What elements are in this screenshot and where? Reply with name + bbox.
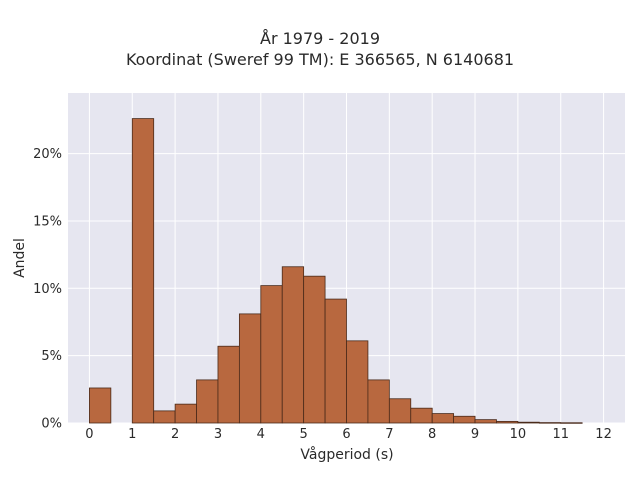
histogram-bar xyxy=(560,422,583,424)
histogram-bar xyxy=(238,313,262,424)
x-tick-label: 12 xyxy=(595,427,612,442)
histogram-bar xyxy=(538,422,562,424)
y-tick-label: 5% xyxy=(41,349,62,364)
x-tick-label: 5 xyxy=(300,427,308,442)
x-tick-label: 9 xyxy=(471,427,479,442)
histogram-bar xyxy=(517,421,540,424)
histogram-bar xyxy=(217,345,240,424)
histogram-bar xyxy=(367,379,390,424)
histogram-bar xyxy=(453,415,476,424)
chart-title-line-2: Koordinat (Sweref 99 TM): E 366565, N 61… xyxy=(125,50,515,69)
x-axis-ticks: 0 1 2 3 4 5 6 7 8 9 10 11 12 xyxy=(85,427,612,442)
x-tick-label: 4 xyxy=(257,427,265,442)
x-tick-label: 10 xyxy=(510,427,527,442)
histogram-bar xyxy=(281,266,305,424)
histogram-bar xyxy=(324,298,347,424)
histogram-bar xyxy=(474,419,497,424)
histogram-bar xyxy=(496,420,519,424)
x-tick-label: 8 xyxy=(428,427,436,442)
y-tick-label: 0% xyxy=(41,417,62,432)
y-axis-ticks: 0% 5% 10% 15% 20% xyxy=(33,147,62,431)
x-tick-label: 1 xyxy=(128,427,136,442)
histogram-bar xyxy=(89,387,112,424)
x-tick-label: 0 xyxy=(85,427,93,442)
histogram-bar xyxy=(410,407,433,424)
x-tick-label: 7 xyxy=(385,427,393,442)
x-tick-label: 3 xyxy=(214,427,222,442)
y-tick-label: 10% xyxy=(33,282,62,297)
histogram-bar xyxy=(131,118,155,424)
chart-title-line-1: År 1979 - 2019 xyxy=(260,29,380,48)
x-tick-label: 6 xyxy=(342,427,350,442)
histogram-bar xyxy=(431,413,455,424)
y-tick-label: 15% xyxy=(33,214,62,229)
histogram-bar xyxy=(388,398,412,424)
y-axis-label: Andel xyxy=(12,238,28,278)
histogram-bar xyxy=(260,285,283,424)
x-tick-label: 2 xyxy=(171,427,179,442)
histogram-bars xyxy=(89,118,583,424)
histogram-bar xyxy=(303,275,326,424)
x-tick-label: 11 xyxy=(552,427,569,442)
histogram-bar xyxy=(196,379,219,424)
x-axis-label: Vågperiod (s) xyxy=(300,447,394,463)
histogram-bar xyxy=(174,403,197,424)
histogram-bar xyxy=(346,340,369,424)
y-tick-label: 20% xyxy=(33,147,62,162)
histogram-bar xyxy=(153,410,176,424)
